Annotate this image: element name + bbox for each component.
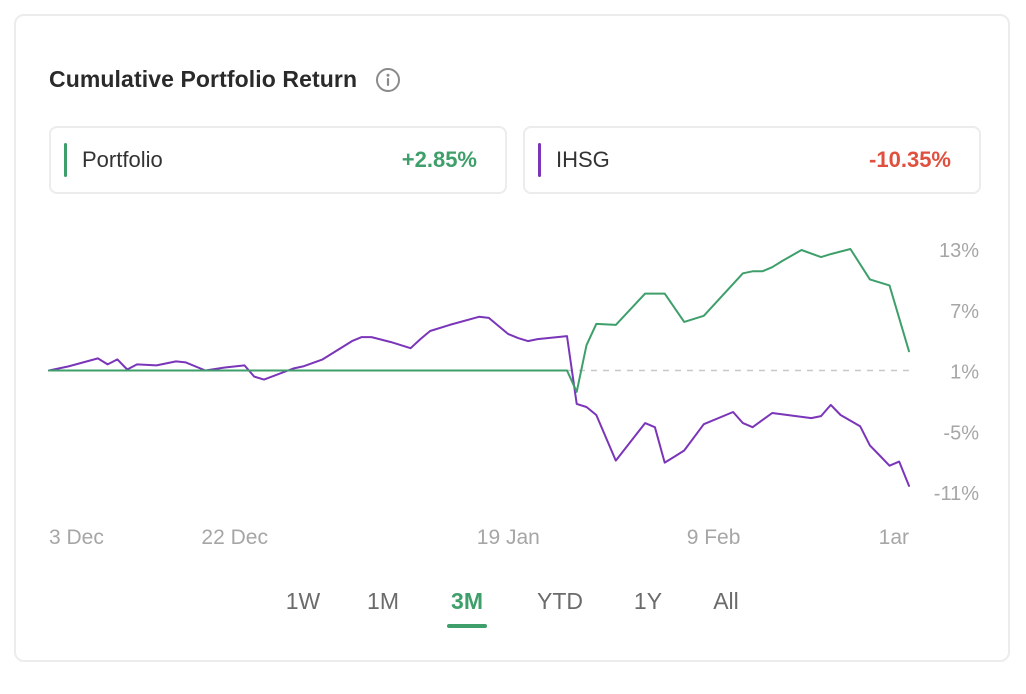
card-title: Cumulative Portfolio Return bbox=[49, 66, 358, 92]
tab-1y[interactable]: 1Y bbox=[633, 588, 663, 614]
tab-1w[interactable]: 1W bbox=[285, 588, 321, 614]
info-icon[interactable] bbox=[375, 67, 401, 93]
x-tick-label: 1ar bbox=[879, 526, 909, 549]
ihsg-series-line bbox=[48, 315, 910, 487]
legend-portfolio-value: +2.85% bbox=[401, 147, 477, 172]
return-line-chart: 13% 7% 1% -5% -11% 3 Dec 22 Dec 19 Jan 9 Feb 1ar bbox=[48, 240, 979, 549]
period-tabs: 1W 1M 3M YTD 1Y All bbox=[16, 588, 1012, 638]
tab-3m[interactable]: 3M bbox=[451, 588, 483, 614]
x-tick-label: 22 Dec bbox=[201, 526, 268, 549]
y-tick-label: -5% bbox=[943, 422, 979, 444]
legend-index-name: IHSG bbox=[556, 147, 610, 172]
active-tab-indicator bbox=[447, 624, 487, 628]
y-tick-label: 7% bbox=[950, 301, 979, 323]
x-tick-label: 3 Dec bbox=[49, 526, 104, 549]
legend-portfolio-name: Portfolio bbox=[82, 147, 163, 172]
y-tick-label: 1% bbox=[950, 362, 979, 384]
portfolio-color-marker bbox=[64, 143, 67, 177]
legend-index-value: -10.35% bbox=[869, 147, 951, 172]
y-tick-label: 13% bbox=[939, 240, 979, 262]
index-color-marker bbox=[538, 143, 541, 177]
legend-index: IHSG -10.35% bbox=[523, 126, 981, 194]
portfolio-return-card: Cumulative Portfolio Return Portfolio +2… bbox=[14, 14, 1010, 662]
tab-1m[interactable]: 1M bbox=[367, 588, 399, 614]
portfolio-series-line bbox=[48, 248, 910, 393]
tab-ytd[interactable]: YTD bbox=[537, 588, 583, 614]
card-header: Cumulative Portfolio Return bbox=[49, 66, 401, 93]
tab-all[interactable]: All bbox=[713, 588, 739, 614]
legend-portfolio: Portfolio +2.85% bbox=[49, 126, 507, 194]
x-tick-label: 9 Feb bbox=[687, 526, 741, 549]
y-tick-label: -11% bbox=[934, 483, 979, 505]
x-tick-label: 19 Jan bbox=[477, 526, 540, 549]
